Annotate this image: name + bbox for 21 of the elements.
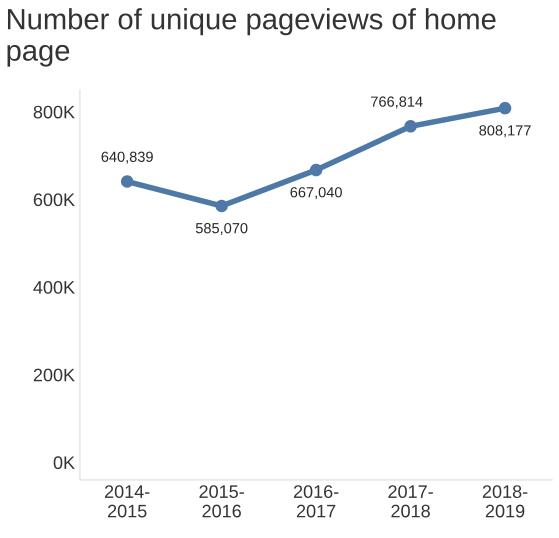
y-tick-label: 800K [34,106,75,118]
data-label: 766,814 [371,96,423,108]
point [498,102,512,114]
point [120,175,134,188]
point [310,164,322,176]
point [404,120,417,133]
y-tick-label: 600K [34,193,75,206]
data-label: 640,839 [102,152,153,164]
x-tick-label: 2015- 2016 [199,485,244,518]
chart-title: Number of unique pageviews of home page [7,8,496,67]
x-tick-label: 2014- 2015 [104,485,150,518]
x-tick-label: 2017- 2018 [388,485,433,518]
y-tick-label: 0K [54,456,75,470]
data-label: 667,040 [290,187,342,200]
data-label: 808,177 [479,125,531,138]
y-tick-label: 200K [34,368,75,382]
data-label: 585,070 [196,223,248,236]
x-tick-label: 2016- 2017 [294,485,338,518]
point [215,200,228,212]
x-tick-label: 2018- 2019 [482,485,528,518]
y-tick-label: 400K [33,280,75,294]
